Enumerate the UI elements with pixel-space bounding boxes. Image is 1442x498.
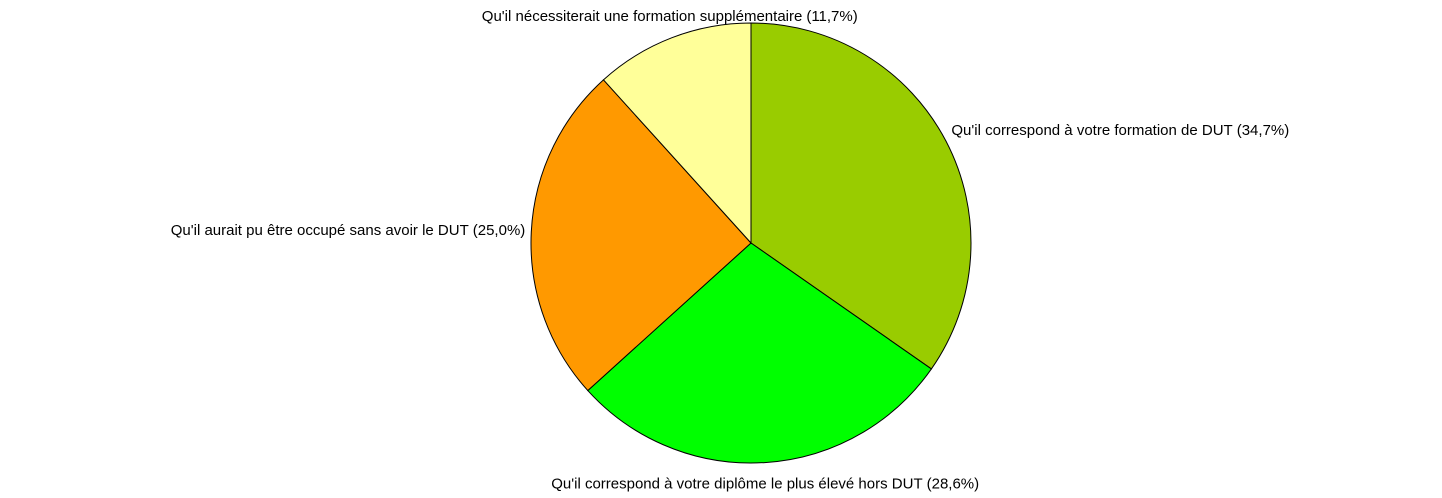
slice-value-label: (34,7%) bbox=[1237, 122, 1290, 139]
slice-label: Qu'il correspond à votre formation de DU… bbox=[951, 122, 1289, 139]
pie-slice bbox=[587, 242, 933, 464]
slice-value-label: (28,6%) bbox=[927, 475, 980, 492]
slice-label: Qu'il aurait pu être occupé sans avoir l… bbox=[171, 222, 526, 239]
slice-value-label: (11,7%) bbox=[806, 8, 857, 25]
slice-label: Qu'il correspond à votre diplôme le plus… bbox=[551, 475, 979, 492]
slice-category: Qu'il nécessiterait une formation supplé… bbox=[482, 8, 803, 25]
pie-slice bbox=[602, 22, 752, 245]
slice-category: Qu'il correspond à votre formation de DU… bbox=[951, 122, 1232, 139]
slice-label: Qu'il nécessiterait une formation supplé… bbox=[482, 8, 858, 25]
pie-slice bbox=[750, 22, 972, 370]
pie-slice bbox=[530, 79, 752, 392]
slice-category: Qu'il aurait pu être occupé sans avoir l… bbox=[171, 222, 469, 239]
slice-value-label: (25,0%) bbox=[473, 222, 526, 239]
slice-category: Qu'il correspond à votre diplôme le plus… bbox=[551, 475, 922, 492]
